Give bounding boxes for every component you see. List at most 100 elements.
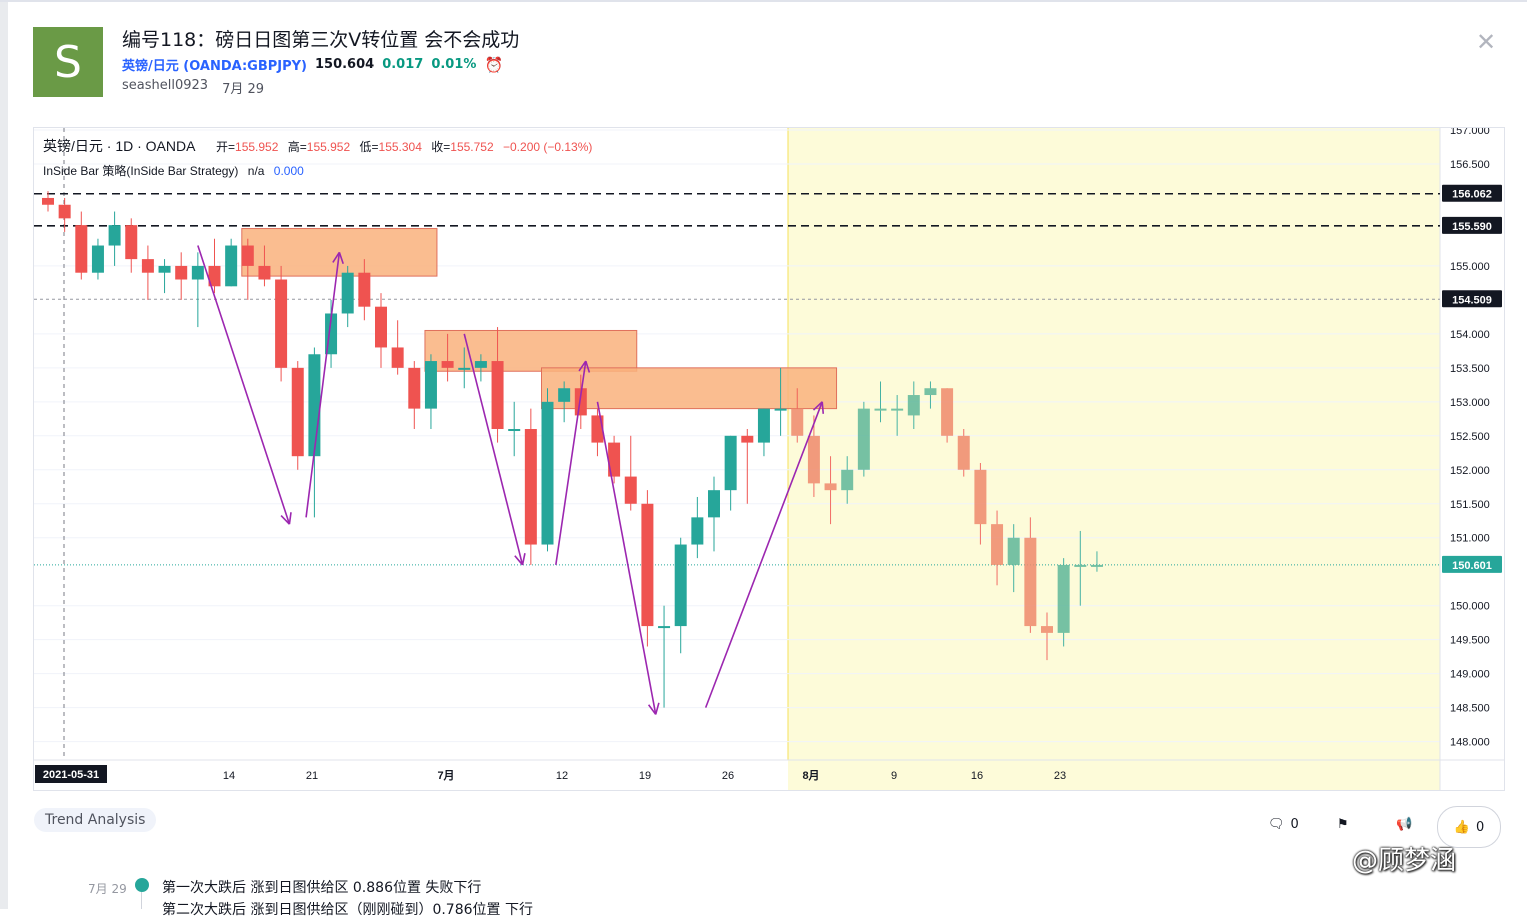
candle-body — [658, 626, 671, 629]
arrow-head — [585, 360, 591, 373]
candle — [1024, 517, 1037, 633]
update-text-2: 第二次大跌后 涨到日图供给区（刚刚碰到）0.786位置 下行 — [162, 902, 533, 918]
symbol-link[interactable]: 英镑/日元 (OANDA:GBPJPY) — [122, 59, 307, 74]
candle-body — [458, 367, 471, 370]
price-axis-label: 150.000 — [1450, 601, 1490, 613]
avatar[interactable]: S — [33, 27, 103, 97]
candle-body — [907, 395, 920, 416]
candle-body — [208, 265, 221, 287]
time-axis-label: 16 — [971, 770, 983, 782]
time-axis-label: 14 — [223, 770, 235, 782]
candle — [941, 388, 954, 443]
candle — [375, 293, 387, 368]
arrow-head — [514, 555, 524, 566]
candle-body — [791, 408, 804, 436]
candle — [508, 401, 521, 457]
candle-body — [391, 347, 404, 368]
supply-zone — [424, 329, 638, 372]
candle-body — [191, 265, 204, 280]
price-axis-label: 157.000 — [1450, 128, 1490, 137]
candle-body — [957, 435, 970, 470]
flag-button[interactable]: ⚑ — [1337, 817, 1349, 832]
trend-arrow — [704, 401, 823, 708]
candle — [991, 510, 1004, 586]
symbol-row: 英镑/日元 (OANDA:GBPJPY) 150.604 0.017 0.01%… — [122, 55, 504, 75]
like-button[interactable]: 👍 0 — [1437, 806, 1501, 848]
flag-icon: ⚑ — [1337, 817, 1349, 832]
arrows — [197, 245, 825, 715]
price-tag-label: 156.062 — [1452, 189, 1492, 201]
arrow-head — [338, 252, 344, 264]
alarm-icon[interactable]: ⏰ — [484, 55, 504, 74]
candle-body — [375, 306, 387, 348]
price-axis-label: 151.000 — [1450, 533, 1490, 545]
candle — [175, 252, 188, 300]
candle — [91, 238, 104, 280]
thumbs-up-icon: 👍 — [1453, 819, 1470, 835]
candle — [158, 259, 171, 294]
time-axis-label: 9 — [891, 770, 897, 782]
candle — [1074, 530, 1087, 606]
price-axis-label: 149.000 — [1450, 669, 1490, 681]
candle-body — [308, 354, 321, 457]
trend-arrow — [197, 245, 291, 525]
update-dot-icon — [135, 878, 149, 892]
candle-body — [275, 279, 288, 368]
like-count: 0 — [1475, 819, 1485, 835]
trend-arrow — [305, 252, 341, 518]
author-name[interactable]: seashell0923 — [122, 78, 209, 93]
comments-button[interactable]: 🗨 0 — [1268, 817, 1299, 832]
candle-body — [58, 204, 71, 219]
candle-body — [924, 388, 937, 396]
candle-body — [424, 361, 437, 409]
legend-indicator: InSide Bar 策略(InSide Bar Strategy) n/a 0… — [43, 163, 304, 178]
candle — [541, 388, 554, 552]
price-axis: 157.000 156.500 156.062 155.590 155.000 154.5… — [1442, 128, 1502, 749]
candle-body — [974, 469, 987, 525]
price-axis-label: 152.500 — [1450, 431, 1490, 443]
arrow-head — [280, 514, 291, 525]
candle — [1041, 612, 1053, 661]
candle — [42, 191, 54, 212]
candle-body — [1041, 626, 1053, 633]
candle-body — [75, 225, 88, 273]
candlestick-chart[interactable]: 157.000 156.500 156.062 155.590 155.000 154.5… — [34, 128, 1504, 790]
chart-frame[interactable]: 157.000 156.500 156.062 155.590 155.000 154.5… — [33, 127, 1505, 791]
candle-body — [541, 401, 554, 545]
candle-body — [841, 469, 854, 491]
candle-body — [91, 245, 104, 273]
candle-body — [807, 435, 820, 484]
candle — [125, 218, 138, 273]
candle — [1057, 558, 1070, 647]
update-text: 第一次大跌后 涨到日图供给区 0.886位置 失败下行 — [162, 880, 482, 896]
candle — [824, 456, 837, 525]
candle — [624, 435, 637, 511]
candle — [891, 395, 904, 436]
candle — [1007, 524, 1020, 593]
time-axis-label: 7月 — [437, 769, 454, 782]
candle — [874, 381, 887, 423]
price-tag-label: 150.601 — [1452, 560, 1492, 572]
candle — [757, 408, 770, 457]
share-button[interactable]: 📢 — [1396, 817, 1412, 832]
candle — [708, 476, 720, 552]
candle — [658, 605, 671, 708]
price-tag-label: 154.509 — [1452, 294, 1492, 306]
candle — [974, 462, 987, 545]
watermark: @顾梦涵 — [1352, 846, 1457, 876]
candle-body — [824, 483, 837, 491]
price-axis-label: 148.500 — [1450, 703, 1490, 715]
candle — [474, 354, 487, 382]
horizontal-lines — [34, 192, 1440, 566]
candle-body — [574, 388, 587, 416]
arrow-head — [288, 512, 292, 525]
candle — [791, 388, 804, 443]
candle-body — [591, 415, 604, 443]
update-date: 7月 29 — [88, 882, 127, 896]
comment-count: 0 — [1290, 817, 1299, 832]
time-axis-label: 12 — [556, 770, 568, 782]
close-icon[interactable]: ✕ — [1476, 28, 1497, 56]
trend-arrow — [555, 360, 587, 566]
candle — [907, 381, 920, 430]
tag-trend-analysis[interactable]: Trend Analysis — [34, 808, 157, 832]
